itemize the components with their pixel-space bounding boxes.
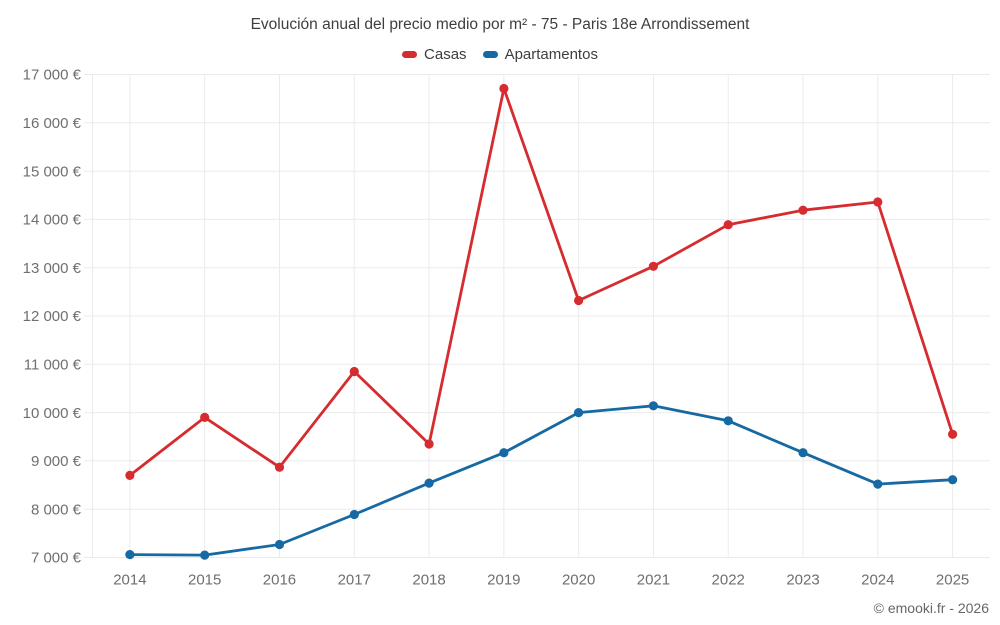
legend-label: Casas bbox=[424, 46, 467, 63]
casas-data-point[interactable] bbox=[873, 197, 883, 207]
casas-data-point[interactable] bbox=[574, 295, 584, 306]
x-axis-label: 2020 bbox=[562, 572, 595, 589]
apartamentos-data-point[interactable] bbox=[648, 401, 659, 411]
casas-data-point[interactable] bbox=[798, 205, 808, 215]
casas-data-point[interactable] bbox=[125, 470, 135, 480]
apartamentos-data-point[interactable] bbox=[948, 475, 958, 485]
copyright-footer: © emooki.fr - 2026 bbox=[873, 600, 989, 616]
apartamentos-data-point[interactable] bbox=[424, 478, 434, 488]
y-axis-label: 9 000 € bbox=[31, 453, 82, 470]
y-axis-label: 14 000 € bbox=[23, 212, 82, 229]
y-axis-label: 7 000 € bbox=[31, 550, 82, 567]
x-axis-label: 2023 bbox=[786, 572, 819, 589]
casas-data-point[interactable] bbox=[948, 429, 958, 439]
chart-legend: Casas Apartamentos bbox=[0, 46, 1000, 63]
chart-title: Evolución anual del precio medio por m² … bbox=[250, 16, 750, 33]
apartamentos-legend-swatch bbox=[482, 51, 498, 58]
apartamentos-data-point[interactable] bbox=[274, 539, 285, 550]
y-axis-label: 16 000 € bbox=[23, 115, 82, 132]
casas-data-point[interactable] bbox=[499, 83, 509, 94]
casas-line bbox=[128, 87, 954, 477]
apartamentos-data-point[interactable] bbox=[574, 408, 584, 418]
x-axis-label: 2025 bbox=[936, 572, 969, 589]
y-axis-label: 17 000 € bbox=[23, 67, 82, 84]
y-axis-label: 11 000 € bbox=[24, 357, 82, 374]
apartamentos-data-point[interactable] bbox=[499, 448, 509, 458]
x-axis-label: 2021 bbox=[637, 572, 670, 589]
y-axis-label: 13 000 € bbox=[23, 260, 82, 277]
apartamentos-data-point[interactable] bbox=[723, 416, 733, 426]
x-axis-label: 2014 bbox=[113, 572, 146, 589]
y-axis-label: 15 000 € bbox=[23, 163, 82, 180]
y-axis-label: 12 000 € bbox=[23, 308, 82, 325]
legend-item-apartamentos[interactable]: Apartamentos bbox=[482, 46, 598, 63]
apartamentos-data-point[interactable] bbox=[349, 509, 359, 520]
x-axis-label: 2018 bbox=[412, 572, 445, 589]
apartamentos-data-point[interactable] bbox=[200, 550, 210, 560]
casas-data-point[interactable] bbox=[723, 220, 733, 230]
y-axis-label: 10 000 € bbox=[23, 405, 82, 422]
casas-data-point[interactable] bbox=[274, 462, 285, 472]
apartamentos-data-point[interactable] bbox=[798, 448, 808, 458]
casas-legend-swatch bbox=[402, 51, 418, 58]
legend-label: Apartamentos bbox=[504, 46, 598, 63]
casas-data-point[interactable] bbox=[200, 412, 210, 422]
x-axis-label: 2019 bbox=[487, 572, 520, 589]
casas-data-point[interactable] bbox=[648, 261, 659, 271]
x-axis-label: 2017 bbox=[338, 572, 371, 589]
x-axis-label: 2016 bbox=[263, 572, 296, 589]
x-axis-label: 2024 bbox=[861, 572, 894, 589]
apartamentos-data-point[interactable] bbox=[125, 550, 135, 560]
casas-data-point[interactable] bbox=[349, 366, 359, 377]
casas-data-point[interactable] bbox=[424, 439, 434, 449]
apartamentos-line bbox=[128, 404, 954, 557]
apartamentos-data-point[interactable] bbox=[873, 479, 883, 489]
x-axis-label: 2022 bbox=[712, 572, 745, 589]
y-axis-label: 8 000 € bbox=[31, 501, 82, 518]
x-axis-label: 2015 bbox=[188, 572, 221, 589]
legend-item-casas[interactable]: Casas bbox=[402, 46, 467, 63]
